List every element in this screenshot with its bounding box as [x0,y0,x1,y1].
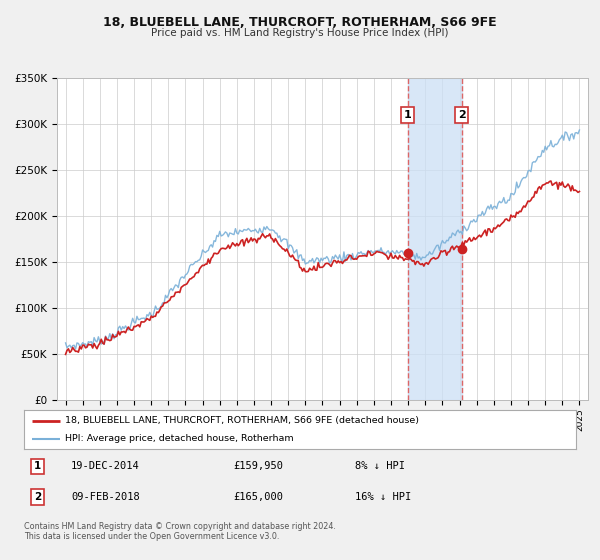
Text: HPI: Average price, detached house, Rotherham: HPI: Average price, detached house, Roth… [65,434,294,443]
Text: 1: 1 [404,110,412,120]
Text: 19-DEC-2014: 19-DEC-2014 [71,461,140,472]
Text: Contains HM Land Registry data © Crown copyright and database right 2024.
This d: Contains HM Land Registry data © Crown c… [24,522,336,542]
Bar [407,78,461,400]
Text: 8% ↓ HPI: 8% ↓ HPI [355,461,405,472]
Text: 1: 1 [34,461,41,472]
Text: 18, BLUEBELL LANE, THURCROFT, ROTHERHAM, S66 9FE: 18, BLUEBELL LANE, THURCROFT, ROTHERHAM,… [103,16,497,29]
Text: 18, BLUEBELL LANE, THURCROFT, ROTHERHAM, S66 9FE (detached house): 18, BLUEBELL LANE, THURCROFT, ROTHERHAM,… [65,416,419,425]
Text: 16% ↓ HPI: 16% ↓ HPI [355,492,412,502]
Text: 09-FEB-2018: 09-FEB-2018 [71,492,140,502]
Text: £159,950: £159,950 [234,461,284,472]
Text: 2: 2 [458,110,466,120]
Text: Price paid vs. HM Land Registry's House Price Index (HPI): Price paid vs. HM Land Registry's House … [151,28,449,38]
Text: 2: 2 [34,492,41,502]
Text: £165,000: £165,000 [234,492,284,502]
